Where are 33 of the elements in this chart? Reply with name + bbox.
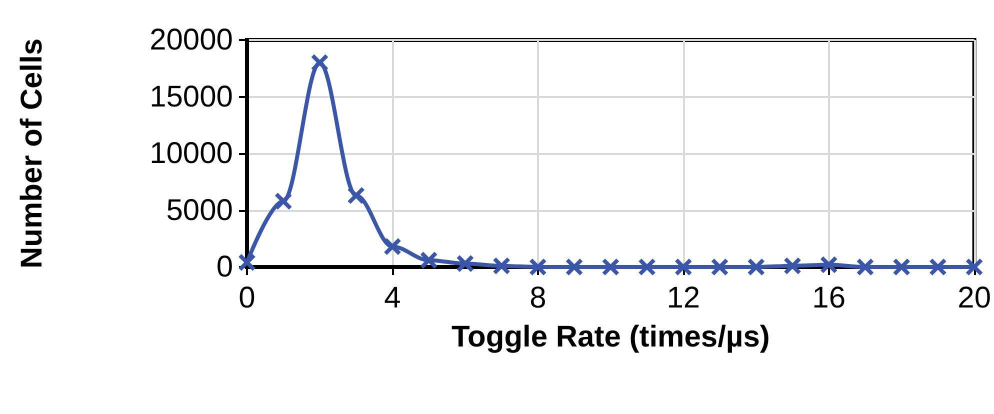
point <box>602 258 620 276</box>
y-tick-label: 15000 <box>150 80 233 114</box>
point <box>747 258 766 276</box>
point <box>783 256 802 275</box>
point <box>456 254 474 273</box>
point <box>492 256 511 275</box>
point <box>347 186 366 204</box>
y-tick-label: 0 <box>216 250 233 284</box>
x-tick-label: 4 <box>384 282 401 314</box>
point <box>420 251 438 270</box>
point <box>856 258 874 276</box>
x-tick-label: 0 <box>238 282 256 314</box>
y-tick-label: 10000 <box>150 137 233 170</box>
point <box>274 192 292 210</box>
point <box>710 258 729 276</box>
point <box>565 258 584 276</box>
x-tick-label: 8 <box>530 282 546 314</box>
x-tick-label: 16 <box>812 282 846 314</box>
x-tick-label: 12 <box>666 282 700 314</box>
point <box>638 258 656 276</box>
point <box>928 258 947 276</box>
point <box>674 258 692 276</box>
point <box>965 258 984 276</box>
point <box>383 238 402 256</box>
point <box>238 253 256 272</box>
x-axis-title: Toggle Rate (times/µs) <box>451 320 770 354</box>
y-axis-title: Number of Cells <box>16 38 48 269</box>
point <box>820 256 838 274</box>
point <box>892 258 911 276</box>
y-tick-label: 20000 <box>150 24 233 56</box>
point <box>528 258 547 276</box>
x-tick-label: 20 <box>958 282 992 314</box>
y-tick-label: 5000 <box>166 194 233 227</box>
